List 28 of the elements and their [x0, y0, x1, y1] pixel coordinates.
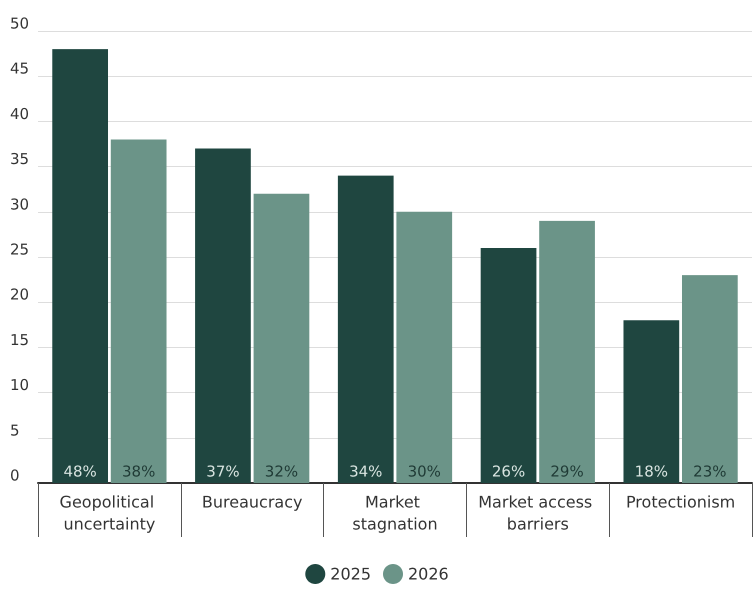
x-tick-label: Bureaucracy	[202, 492, 302, 512]
legend-label: 2026	[408, 564, 449, 584]
y-tick-label: 20	[10, 286, 30, 304]
data-label: 48%	[63, 462, 97, 480]
data-label: 34%	[349, 462, 382, 480]
x-tick-label: Market stagnation	[352, 492, 438, 534]
y-tick-label: 40	[10, 104, 30, 123]
y-tick-label: 45	[10, 60, 30, 78]
data-label: 18%	[634, 462, 668, 480]
legend-label: 2025	[330, 564, 371, 584]
data-label: 23%	[693, 462, 727, 480]
data-label: 38%	[122, 462, 156, 480]
data-label: 32%	[264, 462, 298, 480]
data-label: 26%	[492, 462, 526, 480]
y-tick-label: 30	[10, 195, 30, 214]
y-tick-label: 35	[10, 150, 30, 168]
x-tick-label: Geopolitical uncertainty	[60, 492, 160, 534]
y-tick-label: 5	[10, 421, 20, 440]
data-label: 37%	[206, 462, 240, 480]
x-tick-label: Market access barriers	[478, 492, 598, 534]
data-label: 30%	[408, 462, 441, 480]
y-tick-label: 0	[10, 466, 20, 484]
y-tick-label: 10	[10, 376, 30, 394]
data-label: 29%	[550, 462, 584, 480]
y-tick-label: 15	[10, 330, 30, 349]
y-tick-label: 50	[10, 14, 30, 32]
y-tick-label: 25	[10, 240, 30, 258]
x-tick-label: Protectionism	[626, 492, 736, 512]
